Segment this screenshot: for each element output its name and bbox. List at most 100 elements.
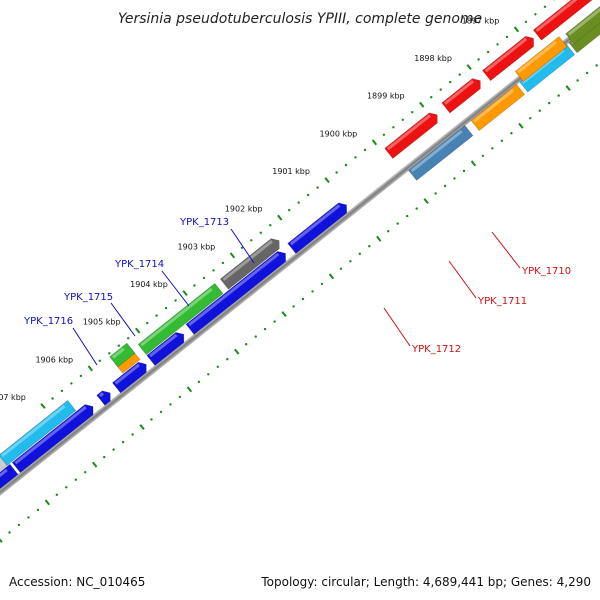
major-tick bbox=[281, 311, 287, 318]
minor-tick bbox=[55, 493, 58, 496]
gene-feature[interactable] bbox=[532, 0, 596, 41]
gene-feature[interactable] bbox=[146, 329, 188, 366]
minor-tick bbox=[316, 186, 319, 189]
minor-tick bbox=[449, 80, 452, 84]
gene-label-ypk-1714[interactable]: YPK_1714 bbox=[114, 259, 164, 270]
accession-text: Accession: NC_010465 bbox=[9, 575, 145, 589]
minor-tick bbox=[486, 50, 490, 54]
gene-feature[interactable] bbox=[470, 83, 526, 132]
minor-tick bbox=[178, 395, 182, 399]
minor-tick bbox=[103, 455, 106, 459]
gene-feature[interactable] bbox=[11, 401, 97, 474]
leader-line bbox=[161, 270, 190, 307]
minor-tick bbox=[585, 71, 589, 75]
minor-tick bbox=[415, 207, 418, 210]
minor-tick bbox=[339, 267, 343, 270]
minor-tick bbox=[240, 246, 244, 249]
minor-tick bbox=[548, 101, 551, 105]
minor-tick bbox=[197, 380, 201, 383]
minor-tick bbox=[557, 94, 560, 97]
minor-tick bbox=[155, 314, 158, 317]
leader-line bbox=[72, 327, 98, 366]
gene-feature[interactable] bbox=[112, 359, 150, 394]
minor-tick bbox=[301, 297, 305, 301]
gene-label-ypk-1716[interactable]: YPK_1716 bbox=[23, 316, 73, 327]
gene-feature[interactable] bbox=[514, 36, 568, 82]
minor-tick bbox=[439, 88, 442, 91]
map-title: Yersinia pseudotuberculosis YPIII, compl… bbox=[118, 11, 482, 27]
minor-tick bbox=[491, 147, 494, 150]
minor-tick bbox=[529, 117, 532, 120]
minor-tick bbox=[70, 382, 73, 385]
minor-tick bbox=[216, 365, 219, 368]
minor-tick bbox=[396, 222, 399, 225]
minor-tick bbox=[146, 321, 149, 325]
major-tick bbox=[186, 386, 193, 393]
minor-tick bbox=[335, 171, 338, 174]
minor-tick bbox=[74, 478, 78, 481]
minor-tick bbox=[174, 299, 177, 302]
major-tick bbox=[518, 122, 524, 129]
major-tick bbox=[466, 64, 472, 71]
minor-tick bbox=[510, 132, 513, 135]
tick-label: 1905 kbp bbox=[83, 318, 121, 327]
gene-feature[interactable] bbox=[109, 342, 136, 368]
minor-tick bbox=[112, 448, 115, 451]
minor-tick bbox=[387, 230, 390, 233]
minor-tick bbox=[496, 43, 499, 46]
major-tick bbox=[371, 139, 378, 146]
minor-tick bbox=[273, 320, 276, 323]
minor-tick bbox=[131, 433, 134, 436]
minor-tick bbox=[311, 290, 314, 293]
minor-tick bbox=[297, 201, 300, 204]
gene-feature[interactable] bbox=[219, 235, 283, 290]
tick-label: 1902 kbp bbox=[225, 205, 263, 214]
outer-tick-ring: 1907 kbp 1906 kbp 1905 kbp 1904 kbp 1903 kbp… bbox=[0, 0, 556, 409]
minor-tick bbox=[543, 5, 547, 8]
gene-feature[interactable] bbox=[408, 125, 474, 181]
minor-tick bbox=[363, 148, 367, 152]
gene-label-ypk-1713[interactable]: YPK_1713 bbox=[179, 217, 229, 228]
minor-tick bbox=[406, 214, 409, 218]
gene-feature[interactable] bbox=[287, 200, 351, 254]
feature-track bbox=[0, 0, 600, 494]
minor-tick bbox=[292, 305, 295, 308]
minor-tick bbox=[259, 231, 262, 234]
minor-tick bbox=[226, 358, 229, 361]
major-tick bbox=[92, 461, 98, 468]
minor-tick bbox=[462, 169, 466, 173]
minor-tick bbox=[121, 440, 125, 444]
leader-line bbox=[110, 302, 136, 337]
minor-tick bbox=[84, 471, 87, 474]
minor-tick bbox=[358, 252, 361, 255]
gene-feature[interactable] bbox=[137, 282, 224, 356]
gene-feature[interactable] bbox=[441, 75, 485, 114]
gene-feature[interactable] bbox=[384, 110, 442, 159]
minor-tick bbox=[51, 397, 54, 400]
gene-label-ypk-1712[interactable]: YPK_1712 bbox=[411, 344, 461, 355]
gene-feature[interactable] bbox=[185, 248, 290, 335]
minor-tick bbox=[320, 282, 324, 286]
tick-label: 1898 kbp bbox=[414, 54, 452, 63]
major-tick bbox=[376, 235, 382, 242]
major-tick bbox=[135, 327, 141, 334]
gene-feature[interactable] bbox=[482, 33, 538, 82]
minor-tick bbox=[477, 58, 480, 61]
gene-label-ypk-1715[interactable]: YPK_1715 bbox=[63, 292, 113, 303]
minor-tick bbox=[368, 245, 371, 248]
gene-feature[interactable] bbox=[0, 400, 77, 466]
major-tick bbox=[40, 403, 46, 409]
gene-feature[interactable] bbox=[96, 388, 114, 406]
gene-label-ypk-1710[interactable]: YPK_1710 bbox=[521, 266, 571, 277]
major-tick bbox=[229, 252, 236, 259]
gene-label-ypk-1711[interactable]: YPK_1711 bbox=[477, 296, 527, 307]
minor-tick bbox=[27, 516, 30, 519]
gene-feature[interactable] bbox=[0, 463, 19, 494]
minor-tick bbox=[453, 177, 456, 180]
gene-feature[interactable] bbox=[565, 0, 600, 45]
minor-tick bbox=[207, 373, 210, 376]
minor-tick bbox=[202, 276, 206, 280]
minor-tick bbox=[481, 154, 485, 157]
minor-tick bbox=[36, 508, 40, 512]
minor-tick bbox=[79, 374, 83, 378]
